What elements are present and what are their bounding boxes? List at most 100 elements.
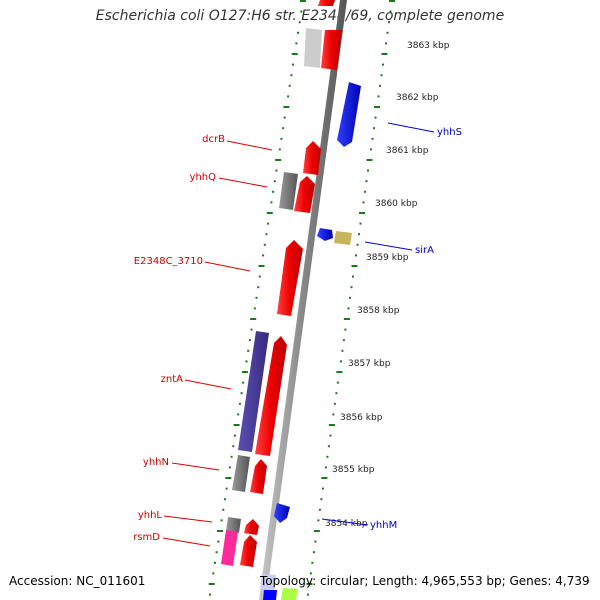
- gene-top-red-2: [318, 0, 335, 6]
- minor-tick: [374, 116, 377, 119]
- gene-label: zntA: [161, 374, 184, 385]
- gene-label: yhhL: [138, 510, 163, 521]
- minor-tick: [388, 21, 390, 24]
- minor-tick: [214, 561, 216, 564]
- minor-tick: [318, 508, 321, 511]
- gene-sirA-blue: [317, 228, 333, 241]
- minor-tick: [223, 498, 226, 501]
- gene-yhhQ-gray: [279, 172, 298, 210]
- major-tick: [250, 318, 257, 320]
- minor-tick: [250, 328, 253, 331]
- right-tick-guide: [306, 0, 395, 596]
- gene-yhhL-red: [244, 519, 259, 535]
- minor-tick: [356, 243, 359, 246]
- minor-tick: [306, 593, 309, 596]
- gene-top-gray: [304, 28, 322, 68]
- minor-tick: [350, 286, 353, 289]
- minor-tick: [347, 307, 350, 310]
- minor-tick: [263, 243, 266, 246]
- gene-label: E2348C_3710: [134, 256, 203, 267]
- minor-tick: [228, 466, 231, 469]
- major-tick: [275, 159, 282, 161]
- minor-tick: [270, 201, 273, 204]
- minor-tick: [280, 137, 283, 140]
- minor-tick: [385, 42, 387, 45]
- minor-tick: [292, 63, 294, 66]
- gene-label: dcrB: [202, 134, 225, 145]
- minor-tick: [311, 561, 314, 564]
- gene-rsmD-pink: [221, 530, 238, 566]
- gene-yhhN-gray: [232, 455, 250, 492]
- minor-tick: [297, 31, 299, 34]
- gene-yhhL-gray: [226, 517, 241, 533]
- minor-tick: [314, 540, 317, 543]
- minor-tick: [248, 339, 251, 342]
- gene-label: yhhS: [437, 127, 462, 138]
- minor-tick: [282, 127, 285, 130]
- minor-tick: [288, 84, 291, 87]
- major-tick: [233, 424, 240, 426]
- gene-label: yhhN: [143, 457, 169, 468]
- minor-tick: [257, 286, 260, 289]
- major-tick: [351, 265, 358, 267]
- minor-tick: [327, 445, 330, 448]
- kbp-scale: 3863 kbp 3862 kbp 3861 kbp 3860 kbp 3859…: [325, 41, 450, 529]
- minor-tick: [298, 21, 301, 24]
- minor-tick: [389, 10, 392, 13]
- minor-tick: [349, 296, 351, 299]
- gene-label: yhhQ: [190, 172, 217, 183]
- minor-tick: [367, 169, 369, 172]
- major-tick: [359, 212, 365, 214]
- minor-tick: [295, 42, 298, 45]
- minor-tick: [320, 498, 323, 501]
- minor-tick: [373, 127, 375, 130]
- kbp-tick-label: 3863 kbp: [407, 41, 450, 51]
- gene-yhhM: [274, 503, 290, 523]
- minor-tick: [326, 455, 329, 458]
- minor-tick: [278, 148, 281, 151]
- minor-tick: [370, 148, 372, 151]
- kbp-tick-label: 3859 kbp: [366, 253, 409, 263]
- minor-tick: [371, 137, 374, 140]
- gene-E2348C_3710: [277, 240, 303, 316]
- minor-tick: [312, 551, 315, 554]
- gene-yhhN-red: [250, 459, 267, 494]
- major-tick: [300, 0, 306, 2]
- minor-tick: [382, 63, 384, 66]
- minor-tick: [344, 328, 347, 331]
- minor-tick: [209, 593, 211, 596]
- minor-tick: [362, 201, 365, 204]
- minor-tick: [287, 95, 290, 98]
- gene-yhhQ-red: [294, 176, 315, 213]
- minor-tick: [220, 519, 223, 522]
- minor-tick: [215, 551, 218, 554]
- kbp-tick-label: 3860 kbp: [375, 199, 418, 209]
- minor-tick: [321, 487, 324, 490]
- minor-tick: [300, 10, 303, 13]
- gene-dcrB: [303, 141, 321, 175]
- minor-tick: [240, 392, 243, 395]
- kbp-tick-label: 3856 kbp: [340, 413, 383, 423]
- minor-tick: [225, 487, 228, 490]
- backbone-strand: [259, 0, 347, 600]
- kbp-tick-label: 3861 kbp: [386, 146, 429, 156]
- left-tick-guide: [208, 0, 306, 596]
- major-tick: [266, 212, 273, 214]
- minor-tick: [365, 180, 368, 183]
- major-tick: [283, 106, 290, 108]
- minor-tick: [329, 434, 332, 437]
- minor-tick: [380, 74, 383, 77]
- major-tick: [258, 265, 265, 267]
- gene-label: rsmD: [133, 532, 160, 543]
- minor-tick: [267, 222, 270, 225]
- gene-sirA-tan: [334, 231, 352, 245]
- kbp-tick-label: 3862 kbp: [396, 93, 439, 103]
- minor-tick: [358, 233, 360, 236]
- gene-bottom-blue: [263, 590, 277, 600]
- major-tick: [313, 530, 320, 532]
- minor-tick: [273, 180, 276, 183]
- major-tick: [381, 53, 388, 55]
- minor-tick: [272, 190, 275, 193]
- minor-tick: [332, 413, 335, 416]
- minor-tick: [245, 360, 248, 363]
